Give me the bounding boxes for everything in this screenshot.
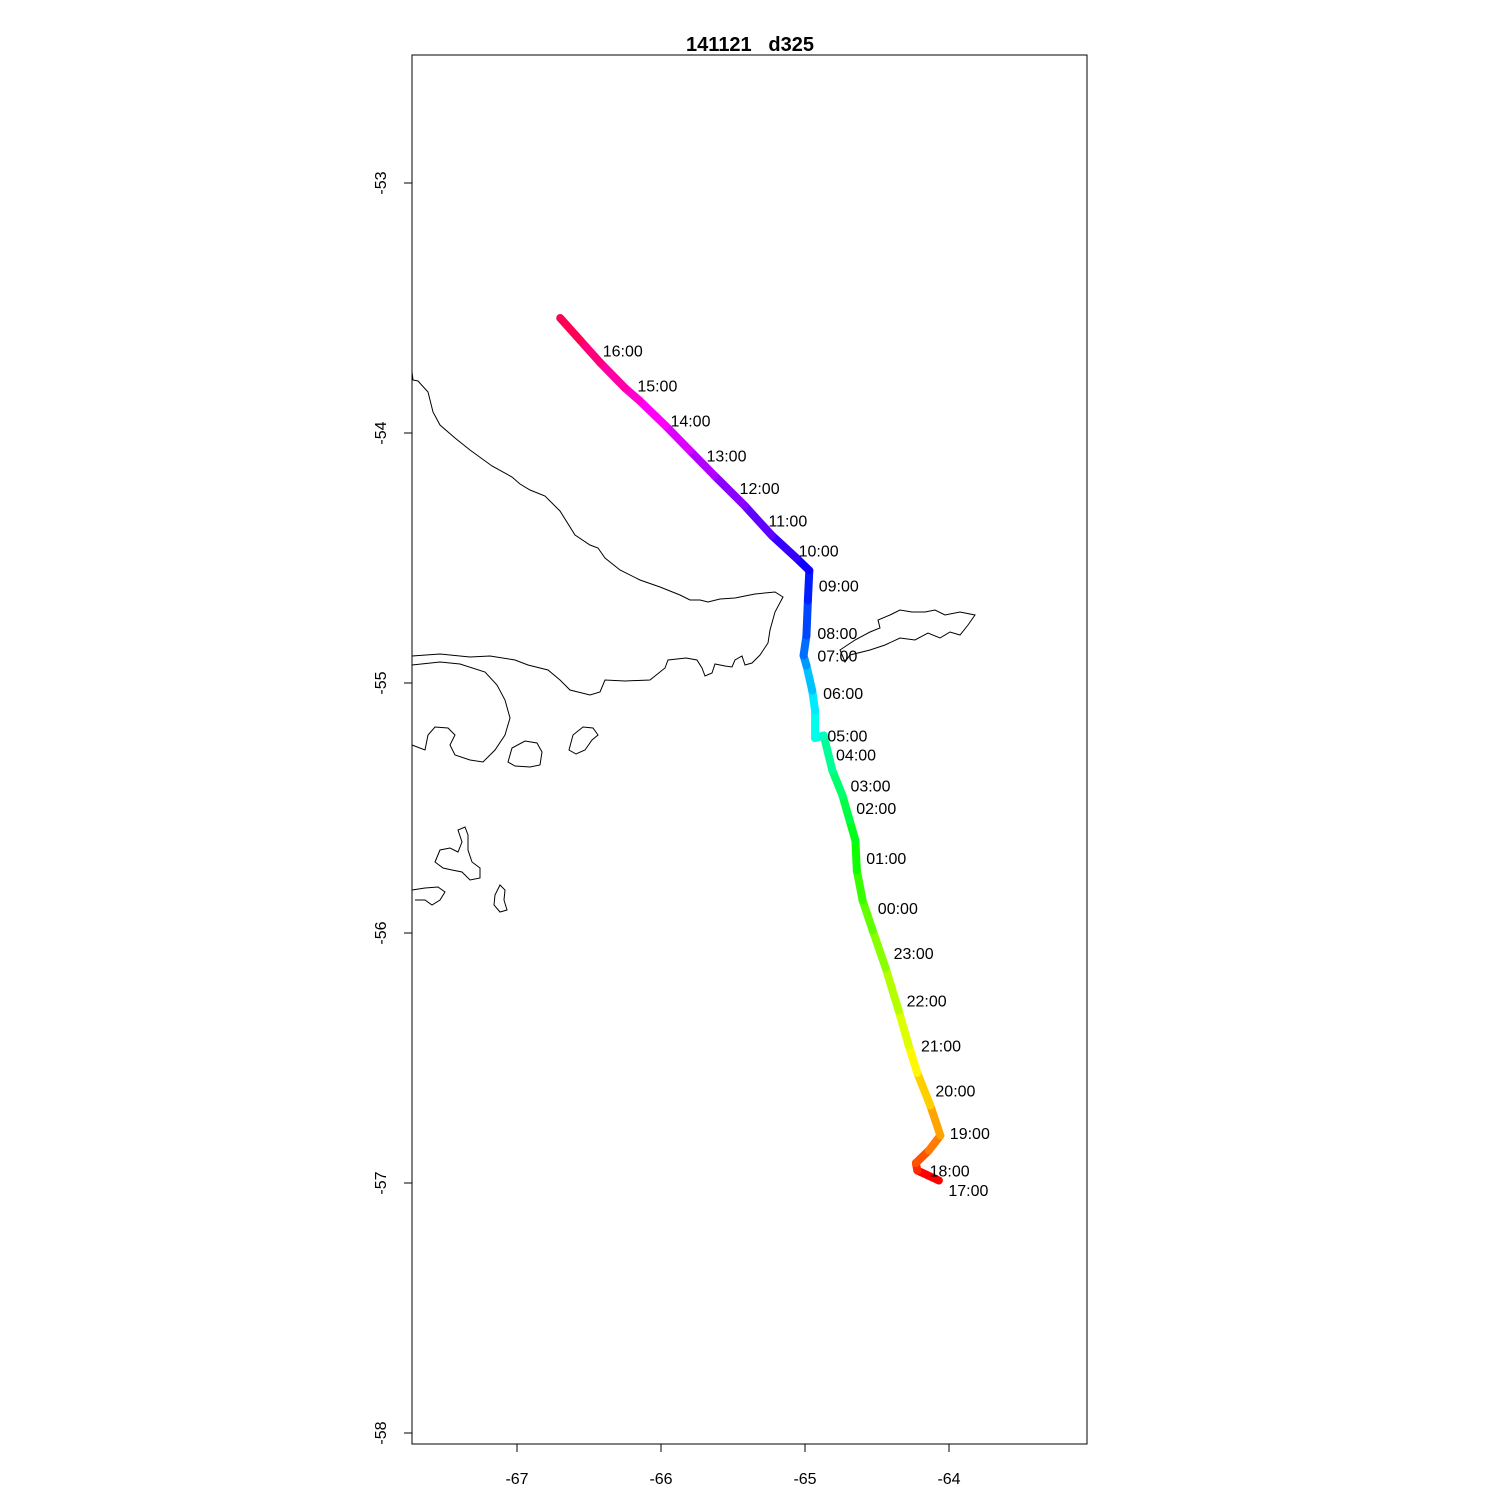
coastline-north: [411, 371, 784, 696]
coastlines: [411, 371, 976, 913]
track-segment: [852, 866, 867, 905]
time-label: 18:00: [930, 1164, 970, 1181]
track-segment: [858, 896, 877, 935]
island-de-los-estados: [839, 609, 976, 664]
time-label: 21:00: [921, 1039, 961, 1056]
track-segment: [802, 596, 812, 640]
track-segment: [767, 531, 801, 562]
time-labels: 16:00 15:00 14:00 13:00 12:00 11:00 10:00 09:00…: [603, 344, 990, 1201]
time-label: 22:00: [907, 994, 947, 1011]
time-label: 19:00: [950, 1126, 990, 1143]
time-label: 02:00: [856, 801, 896, 818]
track-segment: [819, 731, 837, 775]
track-segment: [596, 359, 629, 392]
time-label: 00:00: [878, 901, 918, 918]
x-tick-label: -65: [793, 1471, 816, 1488]
time-label: 13:00: [706, 449, 746, 466]
y-tick-label: -53: [373, 171, 390, 194]
track-segment: [740, 501, 776, 540]
track-segment: [881, 964, 903, 1015]
track-segment: [802, 661, 817, 695]
axes: -67 -66 -65 -64 -53 -54 -55 -56 -57 -58: [373, 171, 961, 1488]
time-label: 03:00: [850, 779, 890, 796]
island: [568, 726, 599, 755]
plot-frame: [411, 54, 1088, 1445]
track-segment: [913, 1069, 935, 1110]
time-label: 10:00: [799, 544, 839, 561]
track-segment: [803, 566, 814, 605]
track-segment: [904, 1041, 922, 1077]
y-tick-label: -58: [373, 1421, 390, 1444]
ship-track: [556, 314, 945, 1185]
time-label: 16:00: [603, 344, 643, 361]
y-tick-label: -57: [373, 1171, 390, 1194]
time-label: 07:00: [817, 649, 857, 666]
track-segment: [926, 1101, 945, 1140]
time-label: 04:00: [836, 748, 876, 765]
x-tick-label: -66: [649, 1471, 672, 1488]
track-segment: [851, 836, 861, 875]
time-label: 15:00: [637, 379, 677, 396]
x-tick-label: -64: [937, 1471, 960, 1488]
island: [507, 740, 543, 768]
time-label: 06:00: [823, 686, 863, 703]
island: [434, 826, 481, 881]
track-segment: [576, 336, 605, 367]
track-segment: [828, 766, 847, 800]
time-label: 23:00: [894, 946, 934, 963]
track-segment: [868, 926, 890, 972]
time-label: 08:00: [817, 626, 857, 643]
track-segment: [661, 421, 694, 455]
island: [411, 886, 446, 906]
y-tick-label: -54: [373, 421, 390, 444]
track-segment: [685, 446, 719, 480]
track-segment: [556, 314, 585, 345]
y-tick-label: -55: [373, 671, 390, 694]
track-segment: [838, 791, 854, 825]
coastline-south: [411, 661, 511, 763]
time-label: 11:00: [768, 514, 807, 531]
x-tick-label: -67: [505, 1471, 528, 1488]
time-label: 14:00: [670, 414, 710, 431]
time-label: 01:00: [866, 851, 906, 868]
time-label: 12:00: [740, 481, 780, 498]
time-label: 20:00: [935, 1084, 975, 1101]
track-segment: [635, 396, 670, 430]
track-segment: [710, 471, 749, 510]
track-segment: [894, 1006, 913, 1050]
time-label: 09:00: [819, 579, 859, 596]
plot-title: 141121 d325: [686, 34, 814, 56]
time-label: 17:00: [948, 1183, 988, 1200]
y-tick-label: -56: [373, 921, 390, 944]
island: [493, 884, 508, 913]
time-label: 05:00: [827, 729, 867, 746]
